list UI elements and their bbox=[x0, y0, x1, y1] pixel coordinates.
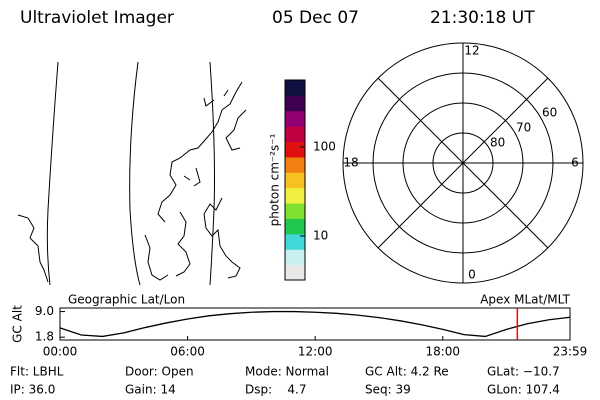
time: 21:30:18 UT bbox=[430, 8, 535, 28]
meridian bbox=[46, 61, 59, 286]
coastline bbox=[225, 109, 247, 151]
x-tick-label: 06:00 bbox=[170, 345, 205, 359]
coastline bbox=[157, 81, 243, 223]
mlt-label: 6 bbox=[571, 156, 579, 170]
colorbar-segment bbox=[285, 264, 305, 281]
info-field: Flt: LBHL bbox=[10, 365, 64, 379]
colorbar-segment bbox=[285, 141, 305, 158]
info-field: IP: 36.0 bbox=[10, 383, 55, 397]
meridian bbox=[209, 61, 215, 286]
coastline bbox=[175, 211, 191, 277]
geographic-map bbox=[17, 61, 247, 286]
info-field: Dsp: 4.7 bbox=[245, 383, 307, 397]
y-tick-label: 1.8 bbox=[35, 330, 54, 344]
colorbar-segment bbox=[285, 80, 305, 96]
lat-ring-label: 60 bbox=[542, 106, 557, 120]
colorbar-segment bbox=[285, 187, 305, 204]
colorbar-segment bbox=[285, 126, 305, 143]
info-field: Mode: Normal bbox=[245, 365, 329, 379]
colorbar-tick-label: 10 bbox=[313, 228, 328, 242]
info-field: GLat: −10.7 bbox=[487, 365, 560, 379]
info-field: GC Alt: 4.2 Re bbox=[365, 365, 449, 379]
mlt-label: 0 bbox=[468, 268, 476, 282]
colorbar-label: photon cm⁻²s⁻¹ bbox=[268, 133, 282, 226]
x-tick-label: 12:00 bbox=[298, 345, 333, 359]
colorbar-segment bbox=[285, 249, 305, 266]
y-axis-label: GC Alt bbox=[11, 305, 25, 343]
coastline bbox=[203, 197, 241, 279]
x-tick-label: 00:00 bbox=[43, 345, 78, 359]
lat-ring-label: 80 bbox=[490, 136, 505, 150]
meridian bbox=[129, 61, 141, 286]
mlt-label: 12 bbox=[464, 44, 479, 58]
lat-ring-label: 70 bbox=[516, 121, 531, 135]
info-field: Door: Open bbox=[125, 365, 194, 379]
lat-ring bbox=[372, 72, 554, 254]
colorbar-segment bbox=[285, 156, 305, 173]
map-label: Geographic Lat/Lon bbox=[68, 293, 185, 307]
colorbar-segment bbox=[285, 203, 305, 219]
colorbar-segment bbox=[285, 110, 305, 127]
coastline bbox=[203, 89, 229, 107]
info-field: GLon: 107.4 bbox=[487, 383, 560, 397]
colorbar-frame bbox=[284, 79, 306, 281]
info-field: Gain: 14 bbox=[125, 383, 176, 397]
x-tick-label: 18:00 bbox=[425, 345, 460, 359]
coastline bbox=[183, 167, 201, 187]
lat-ring bbox=[402, 102, 524, 224]
coastline bbox=[144, 234, 169, 281]
map-label: Apex MLat/MLT bbox=[480, 293, 570, 307]
altitude-line bbox=[59, 310, 571, 338]
y-tick-label: 9.0 bbox=[35, 304, 54, 318]
mlt-label: 18 bbox=[343, 156, 358, 170]
colorbar-segment bbox=[285, 95, 305, 112]
info-field: Seq: 39 bbox=[365, 383, 411, 397]
colorbar-segment bbox=[285, 218, 305, 235]
x-tick-label: 23:59 bbox=[553, 345, 588, 359]
colorbar-tick-label: 100 bbox=[313, 139, 336, 153]
date: 05 Dec 07 bbox=[272, 8, 359, 28]
lat-ring bbox=[432, 132, 494, 194]
coastline bbox=[17, 214, 49, 283]
colorbar-segment bbox=[285, 233, 305, 250]
title: Ultraviolet Imager bbox=[20, 8, 174, 28]
colorbar-segment bbox=[285, 172, 305, 189]
